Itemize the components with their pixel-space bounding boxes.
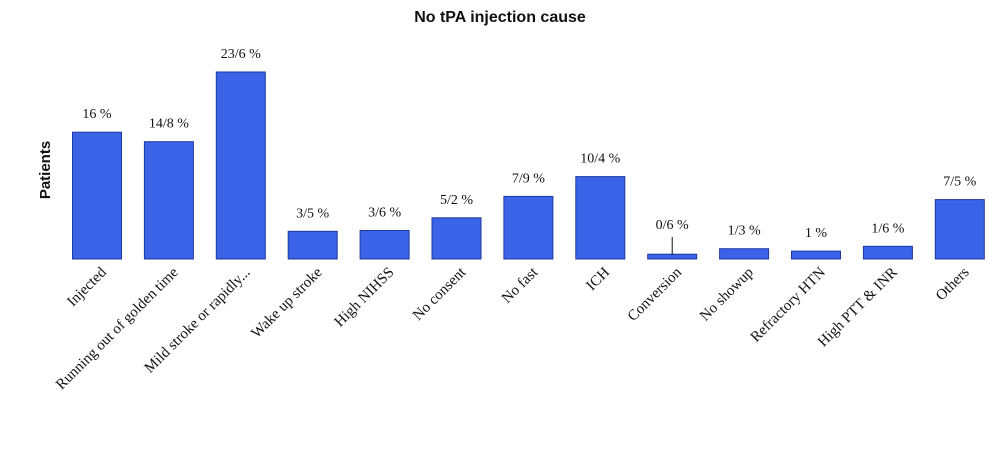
- x-tick-9: No showup: [697, 265, 757, 325]
- data-label-4: 3/6 %: [368, 206, 401, 221]
- data-labels-group: 16 % 14/8 % 23/6 % 3/5 % 3/6 % 5/2 % 7/9 % 10/4…: [82, 47, 977, 255]
- data-label-1: 14/8 %: [149, 117, 189, 132]
- x-tick-7: ICH: [584, 264, 614, 294]
- bar-2: [215, 71, 266, 260]
- bar-12: [934, 199, 985, 260]
- bar-1: [143, 141, 194, 260]
- bar-11: [862, 245, 913, 260]
- x-tick-0: Injected: [64, 264, 110, 310]
- data-label-0: 16 %: [82, 107, 112, 122]
- y-axis-label: Patients: [37, 141, 54, 199]
- data-label-10: 1 %: [805, 226, 828, 241]
- data-label-7: 10/4 %: [580, 152, 620, 167]
- data-label-11: 1/6 %: [871, 221, 904, 236]
- bar-7: [575, 176, 626, 260]
- bar-0: [72, 131, 122, 260]
- x-tick-4: High NIHSS: [332, 265, 398, 331]
- data-label-2: 23/6 %: [221, 47, 261, 62]
- bar-6: [503, 195, 554, 260]
- x-tick-12: Others: [933, 264, 973, 304]
- x-tick-5: No consent: [410, 264, 470, 324]
- data-label-3: 3/5 %: [296, 206, 329, 221]
- data-label-6: 7/9 %: [512, 171, 545, 186]
- data-label-8: 0/6 %: [656, 218, 689, 233]
- x-tick-11: High PTT & INR: [815, 265, 901, 351]
- bar-10: [791, 250, 841, 260]
- bar-4: [359, 230, 410, 260]
- x-tick-6: No fast: [499, 264, 542, 307]
- chart-title: No tPA injection cause: [414, 9, 586, 26]
- bar-3: [287, 230, 338, 260]
- bar-5: [431, 217, 482, 260]
- data-label-12: 7/5 %: [943, 175, 976, 190]
- x-tick-10: Refractory HTN: [748, 264, 829, 345]
- bars-group: [72, 71, 985, 260]
- x-tick-1: Running out of golden time: [53, 264, 182, 393]
- bar-9: [719, 248, 770, 260]
- data-label-9: 1/3 %: [728, 224, 761, 239]
- x-tick-3: Wake up stroke: [248, 264, 325, 341]
- data-label-5: 5/2 %: [440, 193, 473, 208]
- x-tick-8: Conversion: [625, 264, 686, 325]
